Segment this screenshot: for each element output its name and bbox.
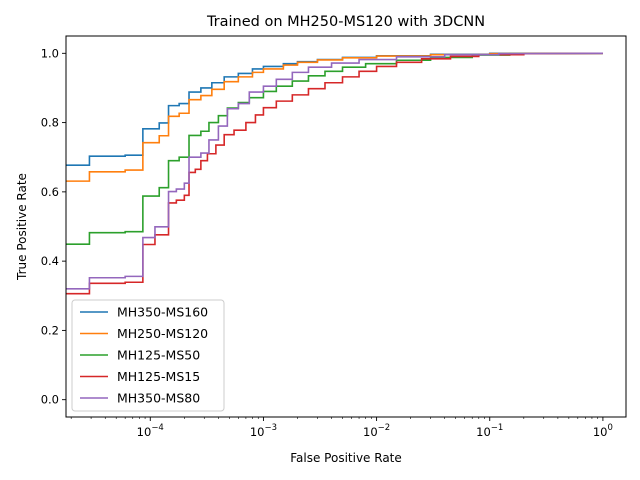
x-axis-label: False Positive Rate: [290, 451, 402, 465]
y-axis-label: True Positive Rate: [15, 173, 29, 281]
y-tick-label: 0.6: [41, 185, 59, 199]
y-tick-label: 0.4: [41, 254, 59, 268]
y-tick-label: 0.2: [41, 323, 59, 337]
plot-frame: [65, 35, 627, 418]
series-line-2: [66, 52, 603, 245]
x-axis-ticks: 10−4 10−3 10−2 10−1 100: [70, 417, 613, 439]
legend-label: MH125-MS15: [117, 369, 200, 384]
x-tick-label: 10−4: [137, 423, 164, 439]
y-axis-ticks: 0.0 0.2 0.4 0.6 0.8 1.0: [41, 46, 66, 407]
x-tick-label: 100: [593, 423, 613, 439]
y-tick-label: 0.8: [41, 116, 59, 130]
series-layer: [66, 52, 603, 295]
legend-box: [71, 299, 225, 412]
chart-title: Trained on MH250-MS120 with 3DCNN: [206, 14, 485, 30]
legend-label: MH350-MS160: [117, 305, 208, 320]
x-tick-label: 10−3: [250, 423, 277, 439]
y-tick-label: 0.0: [41, 393, 59, 407]
x-tick-label: 10−2: [363, 423, 390, 439]
legend: MH350-MS160 MH250-MS120 MH125-MS50 MH125-MS…: [71, 299, 225, 412]
legend-label: MH125-MS50: [117, 348, 200, 363]
legend-label: MH250-MS120: [117, 326, 208, 341]
legend-label: MH350-MS80: [117, 391, 200, 406]
y-tick-label: 1.0: [41, 46, 59, 60]
x-tick-label: 10−1: [476, 423, 503, 439]
series-line-1: [66, 52, 603, 182]
series-line-4: [66, 52, 603, 290]
